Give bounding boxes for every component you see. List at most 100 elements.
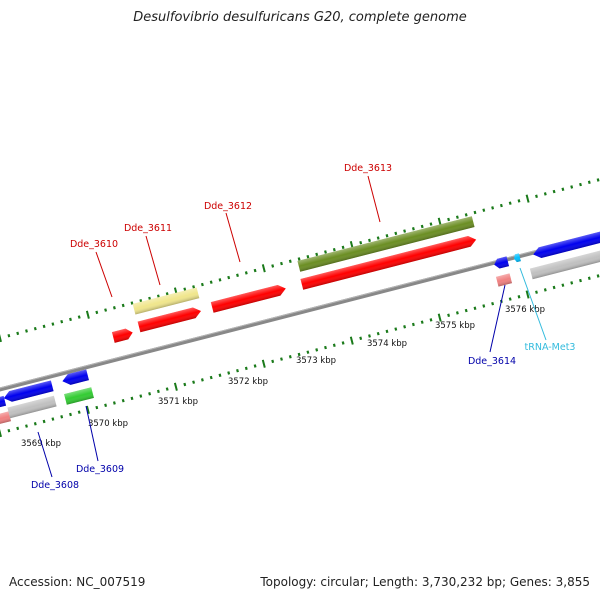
- upper-tick: [482, 208, 486, 212]
- upper-tick: [570, 185, 574, 189]
- lower-tick: [411, 322, 415, 327]
- lower-tick: [209, 375, 213, 380]
- gene-label-dde3608[interactable]: Dde_3608: [31, 480, 79, 491]
- upper-tick: [579, 182, 582, 187]
- upper-tick: [525, 194, 530, 203]
- gene-dde3612[interactable]: [210, 283, 287, 313]
- lower-tick: [517, 295, 521, 299]
- gene-dde3609-green[interactable]: [64, 387, 94, 405]
- lower-tick: [192, 380, 196, 384]
- lower-tick: [420, 320, 424, 324]
- gene-left-blue-edge-shade: [0, 395, 7, 408]
- scale-label: 3570 kbp: [88, 419, 128, 429]
- gene-left-blue-edge[interactable]: [0, 395, 7, 408]
- upper-tick: [60, 319, 64, 324]
- gene-dde3614[interactable]: [493, 256, 510, 269]
- lower-tick: [341, 341, 345, 345]
- lower-tick: [0, 428, 2, 438]
- lower-tick: [394, 327, 398, 331]
- lower-tick: [429, 318, 433, 322]
- gene-labels: Dde_3608 Dde_3609 Dde_3610 Dde_3611 Dde_3612…: [31, 163, 576, 491]
- lower-tick: [236, 368, 239, 373]
- upper-tick: [280, 261, 283, 266]
- upper-tick: [244, 271, 248, 275]
- upper-tick: [261, 264, 266, 273]
- gene-right-blue[interactable]: [532, 230, 600, 260]
- upper-tick: [183, 287, 187, 291]
- gene-trna-met3[interactable]: [513, 253, 521, 263]
- gene-dde3608-pseudo[interactable]: [0, 411, 12, 425]
- gene-dde3609[interactable]: [61, 369, 89, 386]
- upper-tick: [508, 201, 512, 205]
- lower-tick: [455, 311, 459, 315]
- gene-dde3610[interactable]: [111, 327, 134, 343]
- upper-tick: [227, 275, 231, 280]
- gene-dde3614-pseudo[interactable]: [495, 273, 513, 287]
- gene-dde3609-shade: [62, 369, 89, 385]
- lower-tick: [579, 278, 582, 283]
- gene-label-dde3613[interactable]: Dde_3613: [344, 163, 392, 174]
- accession-text: Accession: NC_007519: [9, 575, 146, 589]
- lower-tick: [535, 290, 538, 294]
- lower-tick: [173, 382, 178, 391]
- scale-label: 3569 kbp: [21, 439, 61, 449]
- gene-label-trnamet3[interactable]: tRNA-Met3: [525, 342, 576, 353]
- gene-dde3614-shade: [494, 256, 510, 269]
- upper-tick-track: [0, 178, 600, 343]
- topology-text: Topology: circular; Length: 3,730,232 bp…: [260, 575, 590, 589]
- upper-tick: [368, 238, 371, 243]
- upper-tick: [587, 180, 591, 185]
- gene-dde3611[interactable]: [137, 306, 203, 333]
- upper-tick: [236, 273, 239, 278]
- gene-label-dde3614[interactable]: Dde_3614: [468, 356, 516, 367]
- gene-label-dde3611[interactable]: Dde_3611: [124, 223, 172, 234]
- lower-tick: [315, 348, 319, 352]
- leader-dde3608: [37, 431, 53, 478]
- upper-tick: [51, 322, 55, 326]
- upper-tick: [253, 268, 257, 273]
- lower-tick: [25, 424, 28, 428]
- upper-tick: [104, 308, 108, 312]
- gene-dde3608[interactable]: [2, 380, 54, 403]
- scale-label: 3571 kbp: [158, 397, 198, 407]
- lower-tick: [77, 410, 81, 414]
- gene-right-grey[interactable]: [529, 248, 600, 280]
- gene-label-dde3610[interactable]: Dde_3610: [70, 239, 118, 250]
- gene-dde3611-khaki-shade: [132, 287, 200, 315]
- lower-tick: [280, 357, 283, 361]
- gene-features[interactable]: [0, 216, 600, 425]
- upper-tick: [447, 217, 451, 222]
- leader-dde3609: [85, 405, 99, 462]
- gene-dde3610-shade: [111, 328, 133, 343]
- lower-tick: [570, 281, 574, 285]
- upper-tick: [288, 259, 292, 264]
- label-leaders: [37, 175, 547, 478]
- gene-dde3608-shade: [3, 380, 54, 402]
- gene-dde3613[interactable]: [300, 234, 477, 290]
- lower-tick: [51, 417, 55, 421]
- upper-tick: [499, 203, 503, 208]
- leader-dde3610: [95, 251, 113, 298]
- scale-label: 3575 kbp: [435, 321, 475, 331]
- upper-tick: [218, 278, 222, 282]
- gene-dde3613-olive[interactable]: [297, 216, 475, 272]
- upper-tick: [165, 292, 169, 296]
- leader-trnamet3: [519, 267, 547, 341]
- lower-tick: [385, 329, 389, 334]
- gene-dde3608-rna[interactable]: [7, 395, 57, 419]
- gene-label-dde3612[interactable]: Dde_3612: [204, 201, 252, 212]
- upper-tick: [42, 324, 46, 329]
- upper-tick: [209, 280, 213, 284]
- gene-dde3611-khaki[interactable]: [132, 287, 200, 315]
- upper-tick: [69, 317, 72, 322]
- scale-label: 3574 kbp: [367, 339, 407, 349]
- upper-tick: [25, 329, 28, 333]
- lower-tick: [7, 428, 11, 433]
- lower-tick: [42, 419, 46, 424]
- map-title: Desulfovibrio desulfuricans G20, complet…: [133, 10, 467, 25]
- lower-tick: [16, 426, 20, 431]
- lower-tick: [482, 304, 486, 308]
- lower-tick: [148, 392, 152, 396]
- gene-label-dde3609[interactable]: Dde_3609: [76, 464, 124, 475]
